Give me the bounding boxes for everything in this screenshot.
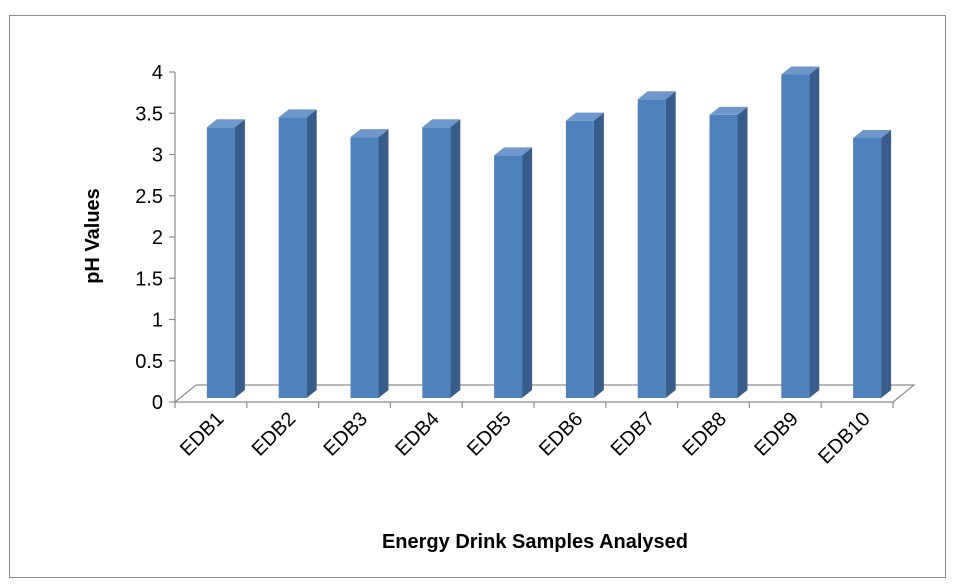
bar-front	[494, 155, 523, 398]
x-axis-title: Energy Drink Samples Analysed	[382, 531, 688, 553]
y-axis-title: pH Values	[82, 188, 104, 284]
bar-top	[206, 119, 245, 128]
y-tick-label: 2.5	[135, 186, 163, 208]
bar-side	[378, 129, 389, 399]
x-tick-label: EDB10	[814, 408, 874, 468]
bar-top	[637, 91, 676, 100]
bar-top	[781, 66, 820, 75]
bar-edb4	[422, 119, 461, 399]
bar-top	[422, 119, 461, 128]
y-tick-label: 2	[152, 227, 163, 249]
bar-top	[278, 109, 317, 118]
x-tick-label: EDB4	[391, 408, 444, 461]
x-tick-label: EDB6	[535, 408, 588, 461]
y-tick-label: 3.5	[135, 103, 163, 125]
bar-side	[306, 109, 317, 398]
bar-front	[422, 127, 451, 399]
x-tick-label: EDB7	[607, 408, 660, 461]
floor-plane	[173, 384, 916, 403]
bar-front	[853, 138, 882, 398]
y-tick-label: 3	[152, 145, 163, 167]
bar-edb8	[709, 106, 748, 399]
y-tick-label: 0.5	[135, 351, 163, 373]
bar-edb5	[494, 147, 533, 398]
bar-front	[565, 120, 594, 399]
bar-edb10	[853, 130, 892, 398]
x-tick-label: EDB2	[248, 408, 301, 461]
bar-edb2	[278, 109, 317, 398]
bar-front	[206, 127, 235, 399]
y-tick-label: 4	[152, 62, 163, 84]
bar-side	[737, 106, 748, 399]
bar-side	[450, 119, 461, 399]
bar-top	[853, 130, 892, 138]
x-tick-label: EDB3	[320, 408, 373, 461]
bar-front	[781, 74, 810, 398]
bar-side	[809, 66, 820, 398]
x-tick-label: EDB1	[176, 408, 229, 461]
y-tick-label: 1	[152, 310, 163, 332]
bar-edb6	[565, 112, 604, 399]
bar-front	[278, 117, 307, 398]
bar-side	[881, 130, 892, 398]
bar-edb9	[781, 66, 820, 398]
bar-front	[709, 114, 738, 399]
y-tick-label: 1.5	[135, 268, 163, 290]
chart-axes	[169, 71, 894, 408]
bar-top	[565, 112, 604, 121]
x-tick-label: EDB9	[750, 408, 803, 461]
x-tick-label: EDB5	[463, 408, 516, 461]
bar-edb1	[206, 119, 245, 399]
chart-floor	[173, 384, 916, 403]
bar-side	[522, 147, 533, 398]
bar-front	[637, 99, 666, 398]
bar-side	[234, 119, 245, 399]
bar-side	[593, 112, 604, 399]
bar-side	[665, 91, 676, 398]
bar-top	[350, 129, 389, 138]
y-tick-label: 0	[152, 392, 163, 414]
bar-top	[709, 106, 748, 115]
x-tick-label: EDB8	[679, 408, 732, 461]
chart-bars	[206, 66, 892, 399]
bar-edb7	[637, 91, 676, 398]
bar-top	[494, 147, 533, 156]
bar-edb3	[350, 129, 389, 399]
bar-front	[350, 137, 379, 399]
